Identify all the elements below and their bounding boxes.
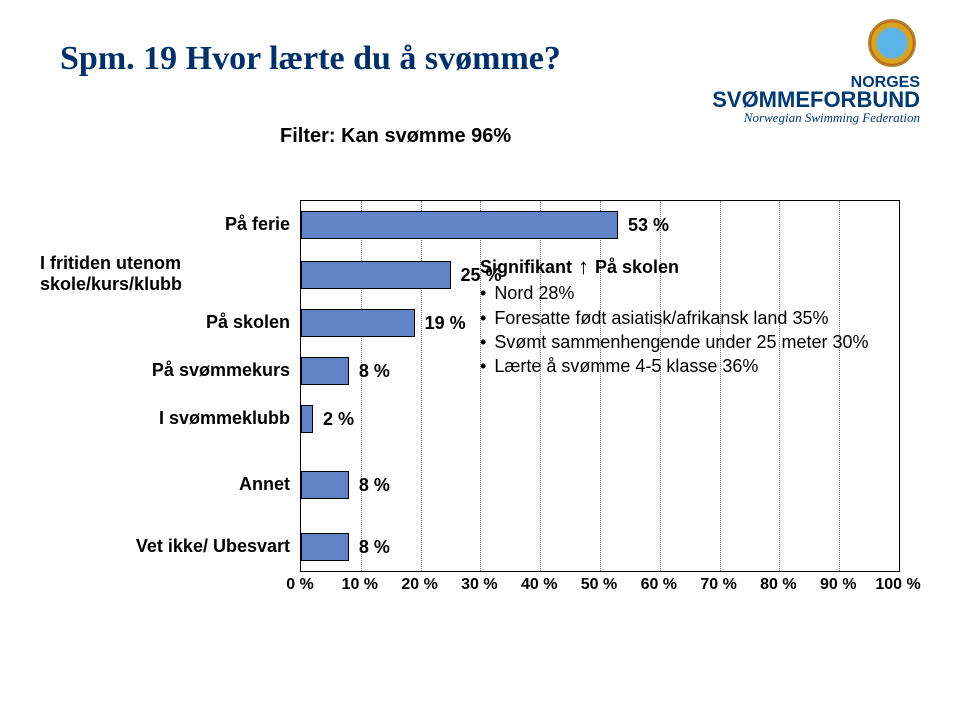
axis-tick-label: 0 %	[286, 576, 314, 594]
axis-tick-label: 10 %	[342, 576, 378, 594]
axis-tick-label: 40 %	[521, 576, 557, 594]
bar-row: 2 %	[301, 395, 899, 443]
nsf-emblem-icon	[864, 15, 920, 71]
category-label: På ferie	[40, 200, 300, 248]
bar	[301, 471, 349, 499]
chart-category-labels: På ferieI fritiden utenom skole/kurs/klu…	[40, 200, 300, 572]
axis-tick-label: 30 %	[461, 576, 497, 594]
bar-value-label: 8 %	[359, 475, 390, 496]
annotation-bullet: Svømt sammenhengende under 25 meter 30%	[480, 330, 900, 354]
axis-tick-label: 20 %	[401, 576, 437, 594]
category-label: Vet ikke/ Ubesvart	[40, 522, 300, 570]
axis-tick-label: 70 %	[700, 576, 736, 594]
bar	[301, 405, 313, 433]
bar-row: 8 %	[301, 461, 899, 509]
bar	[301, 357, 349, 385]
bar	[301, 533, 349, 561]
bar-value-label: 8 %	[359, 537, 390, 558]
bar	[301, 261, 451, 289]
bar-row: 53 %	[301, 201, 899, 249]
bar-value-label: 19 %	[425, 313, 466, 334]
annotation-suffix: På skolen	[595, 255, 679, 279]
category-label: Annet	[40, 460, 300, 508]
axis-tick-label: 100 %	[875, 576, 920, 594]
bar	[301, 211, 618, 239]
bar-row: 8 %	[301, 523, 899, 571]
annotation-bullet: Nord 28%	[480, 281, 900, 305]
bar-value-label: 8 %	[359, 361, 390, 382]
arrow-up-icon: ↑	[578, 256, 589, 278]
annotation-bullet: Lærte å svømme 4-5 klasse 36%	[480, 354, 900, 378]
axis-tick-label: 80 %	[760, 576, 796, 594]
logo: NORGES SVØMMEFORBUND Norwegian Swimming …	[712, 15, 920, 126]
category-label: I svømmeklubb	[40, 394, 300, 442]
annotation-bullet-list: Nord 28%Foresatte født asiatisk/afrikans…	[480, 281, 900, 378]
axis-tick-label: 60 %	[641, 576, 677, 594]
slide-title: Spm. 19 Hvor lærte du å svømme?	[60, 40, 561, 78]
bar	[301, 309, 415, 337]
bar-value-label: 53 %	[628, 215, 669, 236]
axis-tick-label: 90 %	[820, 576, 856, 594]
bar-value-label: 2 %	[323, 409, 354, 430]
axis-tick-label: 50 %	[581, 576, 617, 594]
category-label: På skolen	[40, 298, 300, 346]
logo-subtitle: Norwegian Swimming Federation	[744, 110, 920, 126]
annotation-prefix: Signifikant	[480, 255, 572, 279]
category-label: På svømmekurs	[40, 346, 300, 394]
slide: Spm. 19 Hvor lærte du å svømme? Filter: …	[0, 0, 960, 720]
logo-line2: SVØMMEFORBUND	[712, 90, 920, 110]
significance-annotation: Signifikant ↑ På skolen Nord 28%Foresatt…	[480, 255, 900, 378]
category-label: I fritiden utenom skole/kurs/klubb	[40, 250, 300, 298]
chart-x-axis: 0 %10 %20 %30 %40 %50 %60 %70 %80 %90 %1…	[300, 572, 900, 602]
filter-text: Filter: Kan svømme 96%	[280, 125, 511, 148]
nsf-emblem-inner	[868, 19, 916, 67]
annotation-bullet: Foresatte født asiatisk/afrikansk land 3…	[480, 306, 900, 330]
